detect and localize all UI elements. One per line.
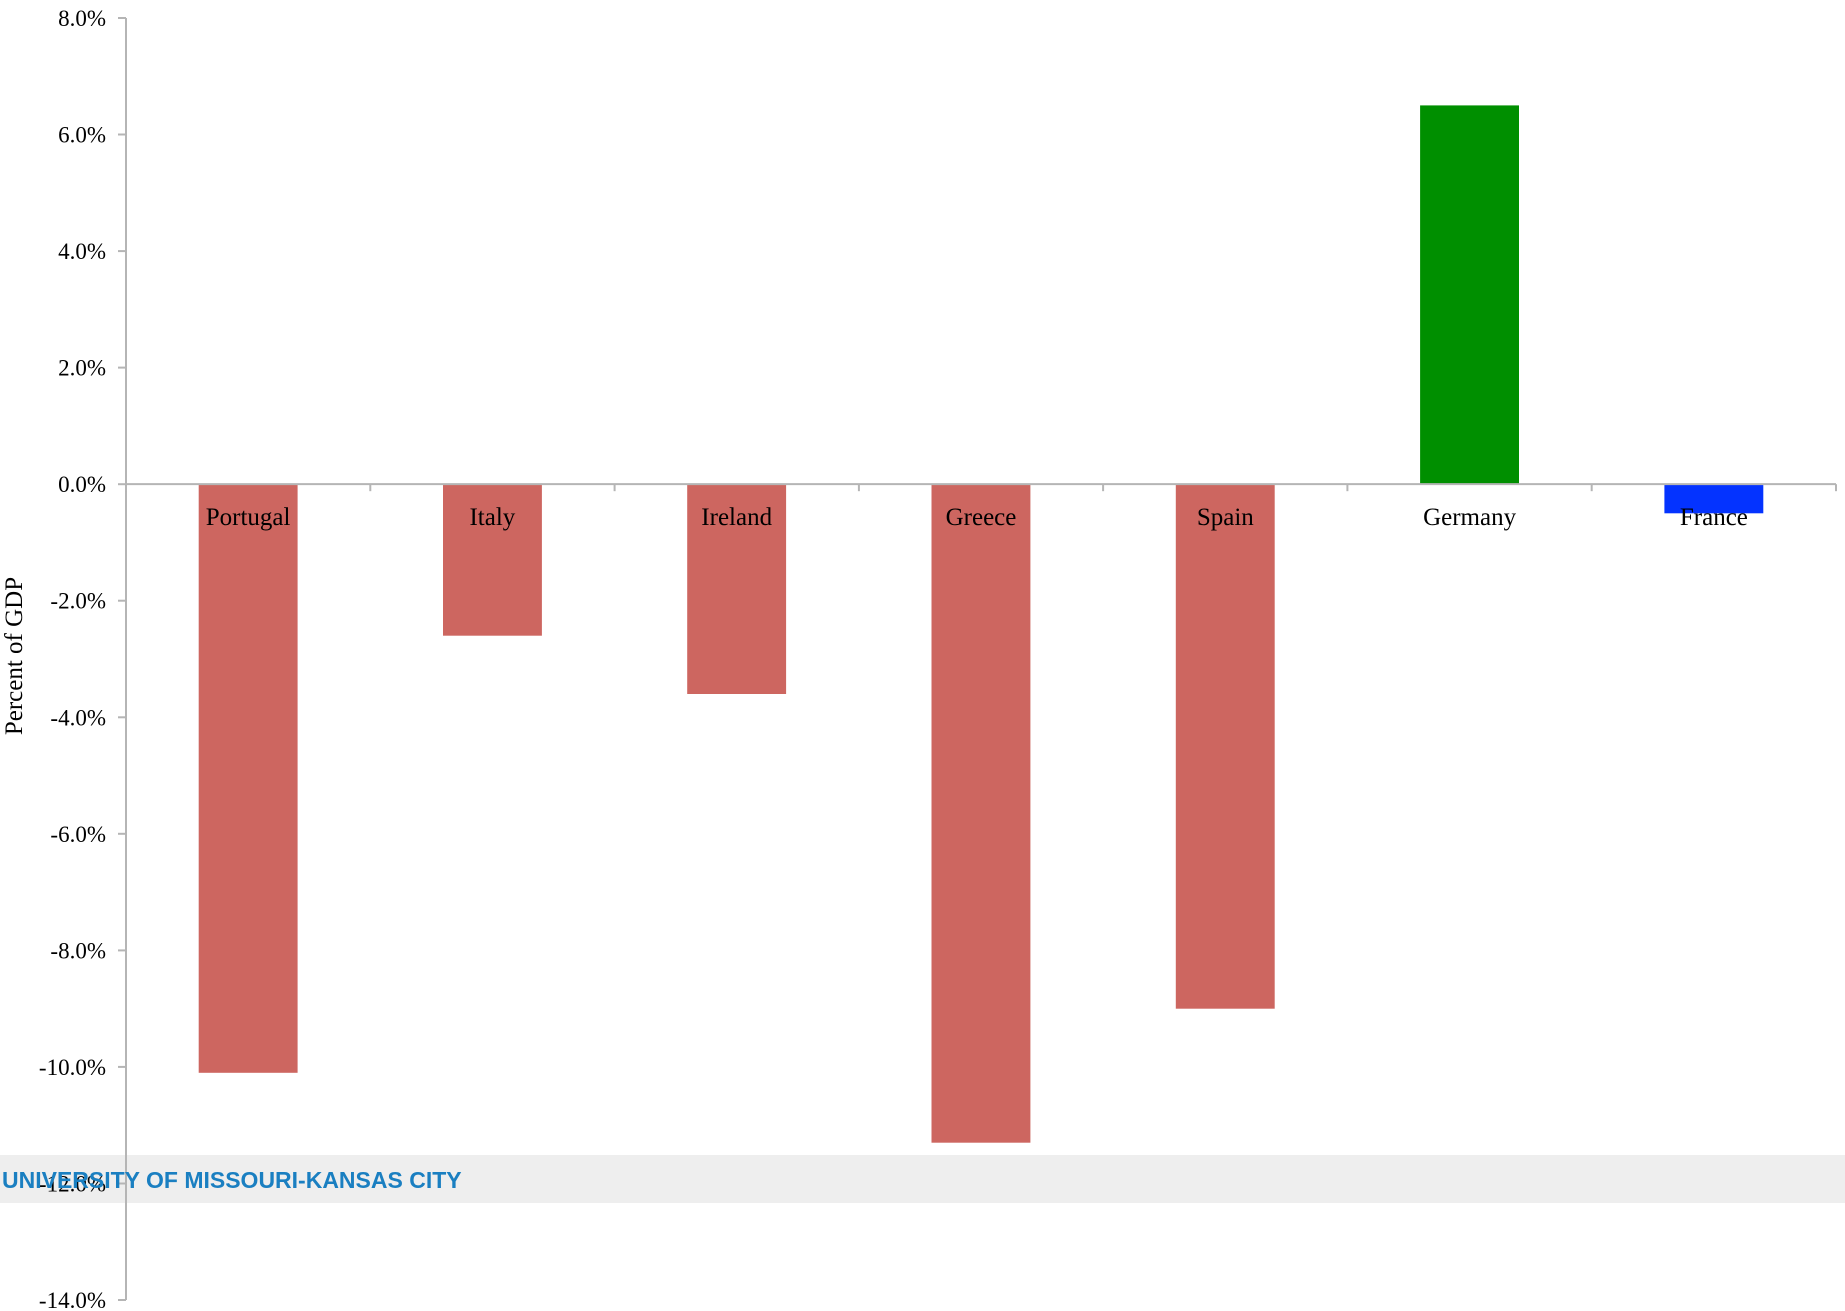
category-label-france: France <box>1680 504 1748 531</box>
category-label-ireland: Ireland <box>701 504 772 531</box>
y-tick-label: -2.0% <box>50 589 106 614</box>
bar-italy <box>443 484 542 636</box>
y-tick-label: -6.0% <box>50 822 106 847</box>
bar-germany <box>1420 105 1519 485</box>
category-label-spain: Spain <box>1197 504 1254 531</box>
y-tick-label: -12.0% <box>39 1172 106 1197</box>
y-tick-label: 0.0% <box>58 472 106 497</box>
category-label-greece: Greece <box>946 504 1017 531</box>
bar-portugal <box>198 484 298 1073</box>
bar-ireland <box>687 484 787 694</box>
category-label-germany: Germany <box>1423 504 1517 531</box>
y-tick-label: -8.0% <box>50 938 106 963</box>
category-labels: Portugal Italy Ireland Greece Spain Germany Fr… <box>206 504 1748 531</box>
bars <box>198 105 1764 1143</box>
y-tick-label: 2.0% <box>58 356 106 381</box>
y-tick-label: 4.0% <box>58 239 106 264</box>
y-tick-label: -14.0% <box>39 1288 106 1311</box>
y-tick-label: -10.0% <box>39 1055 106 1080</box>
y-tick-label: 8.0% <box>58 6 106 31</box>
banner-text: UNIVERSITY OF MISSOURI-KANSAS CITY <box>2 1167 462 1193</box>
y-ticks: 8.0% 6.0% 4.0% 2.0% 0.0% -2.0% -4.0% -6.0% -8.0%… <box>39 6 126 1311</box>
y-tick-label: -4.0% <box>50 705 106 730</box>
bar-spain <box>1175 484 1275 1009</box>
bar-france <box>1664 484 1764 514</box>
y-tick-label: 6.0% <box>58 123 106 148</box>
category-label-portugal: Portugal <box>206 504 291 531</box>
banner-band <box>0 1155 1845 1203</box>
category-label-italy: Italy <box>469 504 515 531</box>
bar-greece <box>931 484 1031 1143</box>
y-axis-label: Percent of GDP <box>1 577 28 735</box>
axes <box>125 18 1837 1300</box>
university-banner <box>0 1155 1845 1203</box>
